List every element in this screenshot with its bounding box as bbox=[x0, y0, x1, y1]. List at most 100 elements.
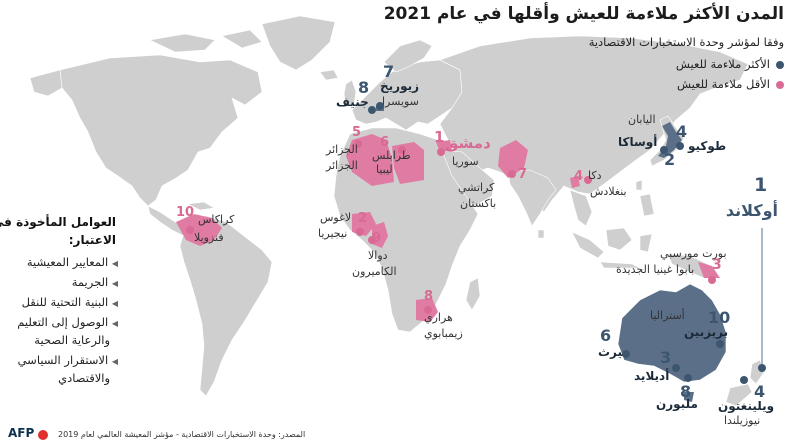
rank-perth: 6 bbox=[600, 326, 612, 345]
city-geneva: جنيف bbox=[336, 95, 369, 109]
city-auckland: أوكلاند bbox=[725, 201, 778, 220]
rank-melbourne: 8 bbox=[680, 382, 692, 401]
iceland bbox=[319, 69, 339, 81]
rank-harare: 8 bbox=[424, 289, 434, 304]
factor-living-standards: ◀ المعايير المعيشية bbox=[26, 255, 118, 269]
dot-dhaka bbox=[584, 176, 592, 184]
se-asia bbox=[569, 189, 593, 227]
city-osaka: أوساكا bbox=[618, 135, 658, 149]
city-adelaide: أديلايد bbox=[634, 369, 670, 383]
city-caracas: كراكاس bbox=[198, 213, 235, 226]
dot-damascus bbox=[437, 148, 445, 156]
city-algiers: الجزائر bbox=[326, 143, 358, 156]
triangle-icon: ◀ bbox=[111, 299, 118, 308]
rank-caracas: 10 bbox=[176, 205, 195, 220]
rank-adelaide: 3 bbox=[660, 348, 672, 367]
java bbox=[599, 261, 641, 269]
sulawesi bbox=[639, 233, 653, 253]
city-damascus: دمشق bbox=[445, 134, 491, 152]
pakistan-highlight bbox=[498, 140, 528, 178]
map-subtitle: وفقا لمؤشر وحدة الاستخبارات الاقتصادية bbox=[588, 35, 784, 49]
dot-karachi bbox=[508, 170, 516, 178]
country-png: بابوا غينيا الجديدة bbox=[616, 263, 695, 276]
greenland bbox=[261, 15, 336, 71]
city-douala: دوالا bbox=[368, 249, 388, 262]
factor-economic: والاقتصادي bbox=[58, 371, 110, 385]
dot-lagos bbox=[356, 228, 364, 236]
rank-wellington: 4 bbox=[754, 382, 766, 401]
factor-education: ◀ الوصول إلى التعليم bbox=[17, 315, 118, 329]
borneo bbox=[605, 227, 633, 251]
triangle-icon: ◀ bbox=[111, 259, 118, 268]
country-switzerland: سويسرا bbox=[382, 95, 419, 108]
legend-least-dot bbox=[776, 81, 784, 89]
taiwan bbox=[635, 179, 643, 191]
sumatra bbox=[571, 231, 605, 259]
city-tokyo: طوكيو bbox=[688, 139, 727, 153]
venezuela-highlight bbox=[176, 214, 222, 246]
dot-douala bbox=[368, 236, 376, 244]
triangle-icon: ◀ bbox=[111, 279, 118, 288]
country-libya: ليبيا bbox=[376, 163, 393, 176]
rank-karachi: 7 bbox=[518, 167, 528, 182]
country-pakistan: باكستان bbox=[460, 197, 497, 210]
country-cameroon: الكاميرون bbox=[352, 265, 397, 278]
rank-lagos: 2 bbox=[358, 211, 368, 226]
india bbox=[507, 169, 557, 227]
dot-zurich bbox=[376, 102, 384, 110]
legend-least-label: الأقل ملاءمة للعيش bbox=[676, 77, 770, 91]
rank-brisbane: 10 bbox=[708, 308, 731, 327]
uk bbox=[343, 79, 357, 105]
dot-geneva bbox=[368, 106, 376, 114]
dot-perth bbox=[622, 350, 630, 358]
rank-auckland: 1 bbox=[754, 174, 768, 196]
city-tripoli: طرابلس bbox=[372, 149, 411, 162]
factor-political: ◀ الاستقرار السياسي bbox=[17, 353, 118, 367]
map-title: المدن الأكثر ملاءمة للعيش وأقلها في عام … bbox=[383, 4, 784, 24]
australia-highlight bbox=[617, 283, 727, 383]
country-algeria: الجزائر bbox=[326, 159, 358, 172]
rank-tripoli: 6 bbox=[380, 135, 390, 150]
city-wellington: ويلينغتون bbox=[718, 399, 775, 413]
city-brisbane: بريزبين bbox=[684, 325, 729, 339]
rank-port-moresby: 3 bbox=[712, 257, 722, 273]
triangle-icon: ◀ bbox=[111, 319, 118, 328]
tasmania bbox=[684, 392, 694, 402]
dot-melbourne bbox=[684, 374, 692, 382]
factors-title-line2: الاعتبار: bbox=[68, 233, 116, 247]
bangladesh-highlight bbox=[570, 176, 580, 188]
country-new-zealand: نيوزيلندا bbox=[724, 414, 761, 427]
philippines bbox=[639, 193, 655, 217]
dot-wellington bbox=[740, 376, 748, 384]
rank-zurich: 7 bbox=[383, 62, 395, 81]
cameroon-highlight bbox=[372, 222, 388, 248]
triangle-icon: ◀ bbox=[111, 357, 118, 366]
source-text: المصدر: وحدة الاستخبارات الاقتصادية - مؤ… bbox=[58, 430, 306, 439]
factor-healthcare: والرعاية الصحية bbox=[34, 333, 110, 347]
city-port-moresby: بورت مورسبي bbox=[660, 247, 727, 260]
city-melbourne: ملبورن bbox=[656, 397, 698, 411]
legend-most-dot bbox=[776, 61, 784, 69]
rank-damascus: 1 bbox=[434, 128, 445, 146]
afp-logo: AFP bbox=[8, 426, 35, 440]
country-nigeria: نيجيريا bbox=[318, 227, 348, 240]
city-zurich: زيوريخ bbox=[380, 79, 419, 93]
madagascar bbox=[465, 277, 481, 311]
dot-caracas bbox=[186, 226, 194, 234]
city-perth: بيرث bbox=[598, 345, 627, 359]
country-syria: سوريا bbox=[452, 155, 479, 168]
city-karachi: كراتشي bbox=[458, 181, 495, 194]
legend-most-label: الأكثر ملاءمة للعيش bbox=[675, 57, 770, 71]
dot-tokyo bbox=[676, 142, 684, 150]
city-dhaka: دكا bbox=[588, 169, 602, 182]
country-bangladesh: بنغلادش bbox=[590, 185, 627, 198]
factor-crime: ◀ الجريمة bbox=[71, 275, 118, 289]
dot-port-moresby bbox=[708, 276, 716, 284]
rank-geneva: 8 bbox=[358, 78, 370, 97]
rank-douala: 9 bbox=[372, 231, 382, 246]
caribbean bbox=[186, 201, 215, 211]
arctic-islands-2 bbox=[221, 29, 263, 49]
country-australia: أستراليا bbox=[650, 309, 685, 322]
dot-brisbane bbox=[716, 340, 724, 348]
